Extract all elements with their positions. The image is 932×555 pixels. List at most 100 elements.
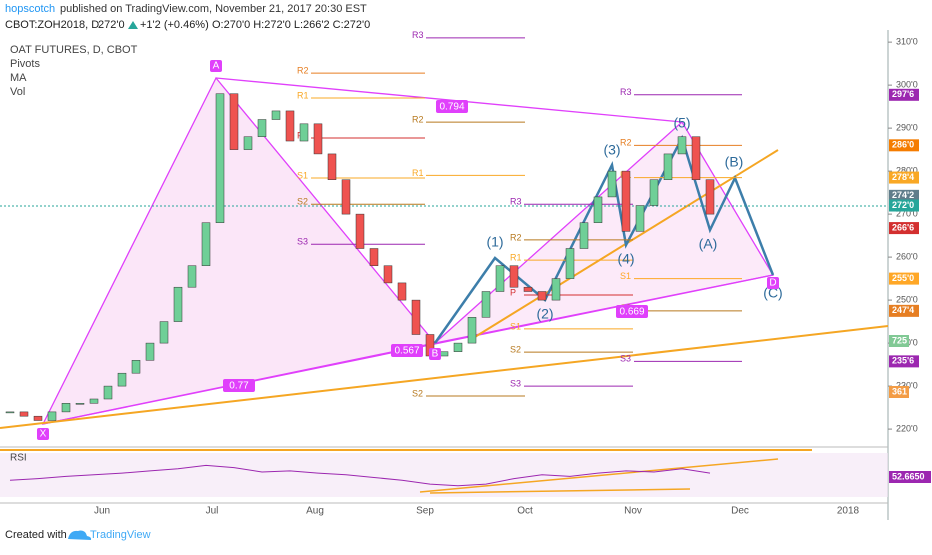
wave-label: (2) — [536, 306, 553, 322]
price-badge — [889, 355, 919, 368]
symbol: CBOT:ZOH2018, D — [5, 19, 99, 31]
candle — [691, 136, 701, 180]
candle — [649, 179, 659, 206]
x-tick-label: 2018 — [837, 506, 860, 517]
legend-item[interactable]: MA — [10, 72, 27, 84]
candle — [257, 119, 267, 137]
x-tick-label: Sep — [416, 506, 434, 517]
price-badge-label: 247'4 — [892, 305, 914, 315]
price-badge-label: 272'0 — [892, 200, 914, 210]
tradingview-logo — [68, 530, 92, 540]
candle — [159, 321, 169, 344]
pivot-label: S1 — [510, 321, 521, 331]
candle — [103, 385, 113, 400]
candle — [551, 278, 561, 301]
candle — [495, 265, 505, 292]
rsi-line — [9, 464, 711, 487]
candle — [439, 351, 449, 357]
candle — [313, 123, 323, 155]
y-tick-label: 310'0 — [896, 37, 918, 47]
candle — [607, 170, 617, 198]
candle — [327, 153, 337, 180]
volume-badge — [889, 335, 909, 347]
pivot-label: S3 — [620, 354, 631, 364]
price-badge-label: 274'2 — [892, 190, 914, 200]
y-tick-label: 230'0 — [896, 380, 918, 390]
pattern-label: D — [769, 278, 776, 289]
price-badge — [889, 304, 919, 317]
wave-label: (B) — [725, 154, 744, 170]
candle — [565, 248, 575, 279]
rsi-badge — [889, 471, 931, 483]
pivot-label: S2 — [297, 197, 308, 207]
candle — [187, 265, 197, 288]
pattern-label: A — [213, 61, 220, 72]
price-badge — [889, 222, 919, 235]
volume-badge-label: 361 — [892, 386, 907, 396]
pivot-label: R1 — [297, 90, 309, 100]
price-badge — [889, 88, 919, 101]
candle — [635, 205, 645, 232]
ratio-label: 0.669 — [619, 307, 644, 318]
y-tick-label: 250'0 — [896, 294, 918, 304]
candle — [369, 248, 379, 266]
ratio-label: 0.567 — [394, 346, 419, 357]
ratio-badge — [391, 344, 423, 357]
wave-label: (3) — [603, 142, 620, 158]
candle — [61, 403, 71, 413]
wave-label: (A) — [699, 236, 718, 252]
candle — [663, 153, 673, 180]
candle — [677, 136, 687, 155]
ratio-label: 0.794 — [439, 102, 464, 113]
pattern-badge — [767, 277, 779, 289]
author[interactable]: hopscotch — [5, 3, 55, 15]
pattern-badge — [37, 428, 49, 440]
price-badge — [889, 171, 919, 184]
legend-item[interactable]: Pivots — [10, 58, 40, 70]
legend-title: OAT FUTURES, D, CBOT — [10, 44, 138, 56]
candle — [5, 411, 15, 414]
candle — [89, 398, 99, 404]
x-tick-label: Jul — [206, 506, 219, 517]
price-badge-label: 235'6 — [892, 356, 914, 366]
y-tick-label: 260'0 — [896, 251, 918, 261]
candle — [47, 411, 57, 421]
candle — [229, 93, 239, 150]
price-badge — [889, 139, 919, 152]
pivot-label: R3 — [620, 87, 632, 97]
candle — [383, 265, 393, 284]
price-badge — [889, 199, 919, 212]
candle — [271, 110, 281, 120]
price-badge — [889, 189, 919, 202]
pivot-label: R1 — [510, 252, 522, 262]
candle — [299, 123, 309, 142]
candle — [593, 196, 603, 223]
footer-brand[interactable]: TradingView — [90, 529, 151, 541]
price-badge-label: 297'6 — [892, 89, 914, 99]
ohlc: O:270'0 H:272'0 L:266'2 C:272'0 — [212, 19, 370, 31]
candle — [537, 291, 547, 301]
candle — [33, 415, 43, 421]
ratio-badge — [616, 305, 648, 318]
candle — [215, 93, 225, 223]
x-tick-label: Jun — [94, 506, 110, 517]
ratio-label: 0.77 — [229, 381, 249, 392]
pivot-label: S1 — [297, 170, 308, 180]
candle — [75, 403, 85, 405]
last-price: 272'0 — [98, 19, 125, 31]
candle — [19, 411, 29, 417]
candle — [243, 136, 253, 150]
price-badge-label: 278'4 — [892, 172, 914, 182]
y-tick-label: 300'0 — [896, 80, 918, 90]
legend-item[interactable]: Vol — [10, 86, 25, 98]
y-tick-label: 290'0 — [896, 123, 918, 133]
rsi-trend-line — [429, 488, 691, 494]
pivot-label: R2 — [412, 114, 424, 124]
x-tick-label: Nov — [624, 506, 642, 517]
pivot-label: R2 — [297, 65, 309, 75]
candle — [411, 299, 421, 335]
x-tick-label: Dec — [731, 506, 749, 517]
pivot-label: R3 — [412, 30, 424, 40]
